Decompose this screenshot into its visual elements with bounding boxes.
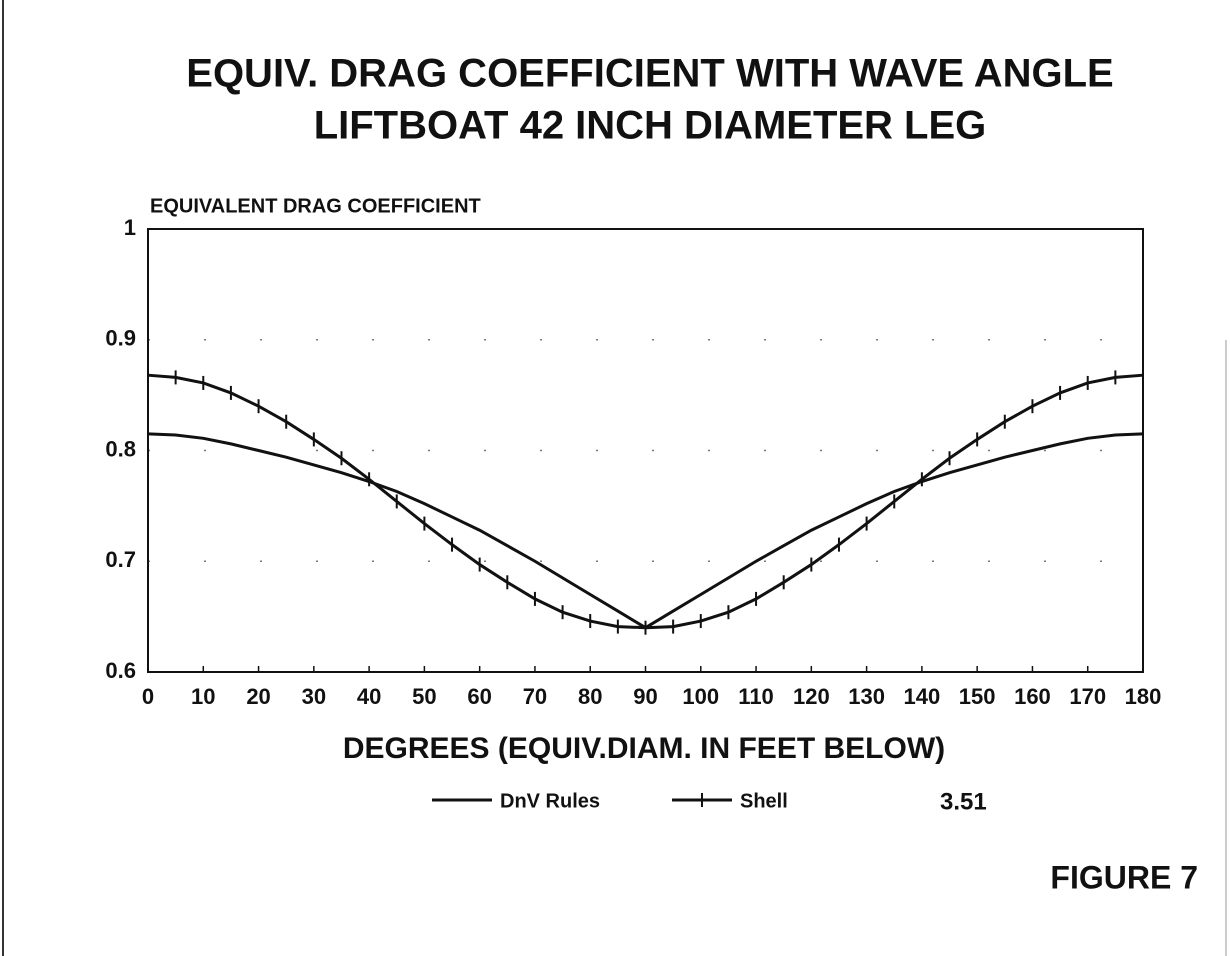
x-tick-label: 50: [412, 684, 436, 709]
x-tick-label: 180: [1125, 684, 1162, 709]
legend-label: Shell: [740, 790, 788, 812]
x-tick-label: 20: [246, 684, 270, 709]
series-line: [147, 373, 1144, 630]
x-tick-label: 110: [738, 684, 774, 709]
x-tick-label: 170: [1069, 684, 1106, 709]
legend-label: DnV Rules: [500, 790, 600, 812]
annotation: FIGURE 7: [1050, 859, 1198, 895]
x-tick-label: 70: [523, 684, 547, 709]
chart-subtitle: LIFTBOAT 42 INCH DIAMETER LEG: [314, 104, 987, 148]
x-tick-label: 100: [682, 684, 719, 709]
y-tick-label: 0.8: [105, 436, 136, 461]
x-tick-label: 160: [1014, 684, 1051, 709]
chart-title: EQUIV. DRAG COEFFICIENT WITH WAVE ANGLE: [186, 52, 1113, 96]
x-tick-label: 60: [467, 684, 491, 709]
x-tick-label: 30: [302, 684, 326, 709]
x-tick-label: 80: [578, 684, 602, 709]
x-tick-label: 150: [959, 684, 996, 709]
x-axis-label: DEGREES (EQUIV.DIAM. IN FEET BELOW): [343, 732, 945, 765]
annotation: 3.51: [940, 788, 987, 815]
x-tick-label: 120: [793, 684, 830, 709]
y-tick-label: 0.7: [105, 547, 136, 572]
x-tick-label: 140: [904, 684, 941, 709]
x-tick-label: 90: [633, 684, 657, 709]
y-tick-label: 1: [124, 215, 136, 240]
series-line: [147, 432, 1144, 630]
plot-frame: [147, 228, 1144, 673]
y-axis-label: EQUIVALENT DRAG COEFFICIENT: [150, 195, 481, 217]
x-tick-label: 0: [142, 684, 154, 709]
x-tick-label: 40: [357, 684, 381, 709]
x-tick-label: 10: [191, 684, 215, 709]
y-tick-label: 0.6: [105, 658, 136, 683]
x-tick-label: 130: [848, 684, 885, 709]
y-tick-label: 0.9: [105, 326, 136, 351]
